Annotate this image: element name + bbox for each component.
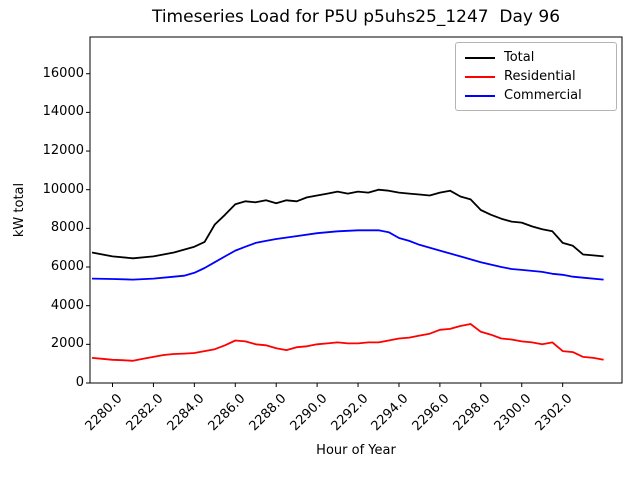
y-tick-label: 2000	[50, 336, 84, 352]
chart-title: Timeseries Load for P5U p5uhs25_1247 Day…	[151, 7, 561, 27]
series-line-total	[91, 188, 604, 260]
legend-item-commercial: Commercial	[465, 86, 608, 105]
x-axis-label: Hour of Year	[316, 443, 396, 458]
y-tick-label: 8000	[50, 220, 84, 236]
y-tick-label: 4000	[50, 297, 84, 313]
legend-line-swatch	[465, 94, 495, 97]
y-axis-label: kW total	[12, 182, 27, 238]
legend-label: Total	[504, 49, 535, 65]
legend: Total Residential Commercial	[455, 42, 617, 111]
legend-label: Commercial	[504, 87, 582, 103]
legend-item-residential: Residential	[465, 67, 608, 86]
legend-line-swatch	[465, 75, 495, 78]
y-tick-label: 12000	[42, 143, 84, 159]
axes-spines	[89, 36, 623, 384]
y-tick-label: 14000	[42, 104, 84, 120]
y-tick-label: 0	[75, 375, 84, 390]
series-line-commercial	[91, 229, 604, 281]
legend-item-total: Total	[465, 48, 608, 67]
y-tick-label: 10000	[42, 181, 84, 197]
legend-label: Residential	[504, 68, 576, 84]
legend-line-swatch	[465, 56, 495, 59]
y-tick-label: 16000	[42, 65, 84, 81]
series-line-residential	[91, 323, 604, 362]
y-tick-label: 6000	[50, 259, 84, 275]
